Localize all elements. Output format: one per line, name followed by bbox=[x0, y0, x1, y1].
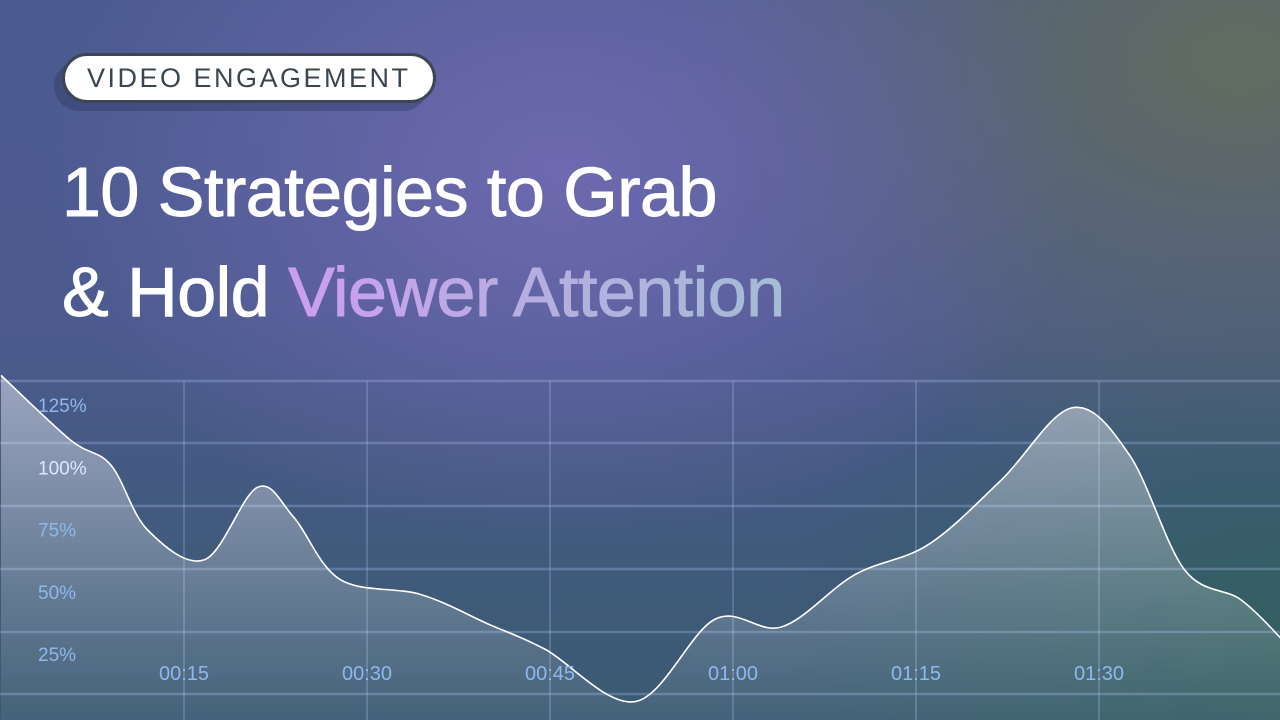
y-tick-label: 25% bbox=[38, 645, 76, 666]
x-tick-label: 01:00 bbox=[708, 663, 758, 685]
title-line-1: 10 Strategies to Grab bbox=[62, 153, 718, 232]
page-title: 10 Strategies to Grab & Hold Viewer Atte… bbox=[61, 142, 786, 342]
engagement-area bbox=[1, 375, 1280, 720]
x-tick-label: 01:30 bbox=[1074, 663, 1124, 685]
category-tag: VIDEO ENGAGEMENT bbox=[62, 53, 436, 103]
category-tag-label: VIDEO ENGAGEMENT bbox=[87, 62, 411, 93]
engagement-curve bbox=[0, 374, 1280, 703]
x-tick-label: 00:15 bbox=[159, 663, 209, 685]
x-tick-label: 00:45 bbox=[525, 663, 575, 685]
y-tick-label: 75% bbox=[38, 521, 76, 542]
title-line-2-highlight: Viewer Attention bbox=[288, 253, 786, 332]
y-tick-label: 50% bbox=[38, 583, 76, 604]
title-line-2-plain: & Hold bbox=[61, 253, 270, 332]
x-tick-label: 00:30 bbox=[342, 663, 392, 685]
y-tick-label: 100% bbox=[38, 458, 87, 479]
x-tick-label: 01:15 bbox=[891, 663, 941, 685]
y-tick-label: 125% bbox=[38, 396, 87, 417]
